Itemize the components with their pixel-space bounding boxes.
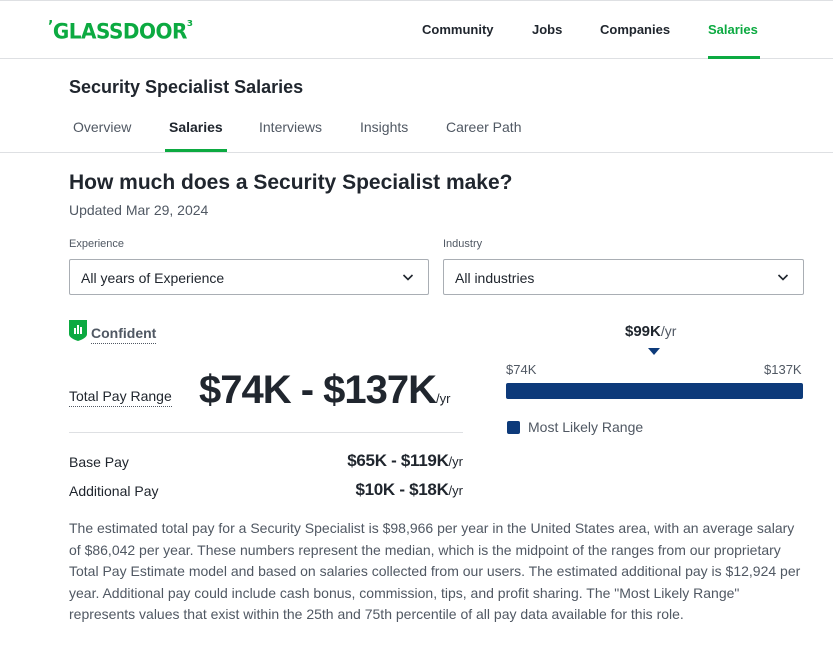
- legend-label: Most Likely Range: [528, 419, 644, 435]
- tab-salaries[interactable]: Salaries: [169, 119, 223, 135]
- chevron-down-icon: [402, 274, 414, 281]
- median-marker-icon: [648, 348, 660, 355]
- range-low-label: $74K: [506, 362, 537, 377]
- base-pay-value: $65K - $119K/yr: [347, 451, 463, 471]
- nav-salaries[interactable]: Salaries: [708, 22, 758, 37]
- experience-label: Experience: [69, 238, 125, 250]
- legend-swatch: [507, 421, 520, 434]
- tab-active-indicator: [165, 149, 227, 152]
- industry-select-value: All industries: [455, 270, 535, 286]
- chevron-down-icon: [777, 274, 789, 281]
- salary-description: The estimated total pay for a Security S…: [69, 520, 801, 623]
- tab-interviews[interactable]: Interviews: [259, 119, 323, 135]
- additional-pay-unit: /yr: [448, 483, 463, 498]
- confidence-shield-icon: [69, 320, 87, 341]
- range-high-label: $137K: [764, 362, 802, 377]
- additional-pay-amount: $10K - $18K: [355, 480, 449, 499]
- median-amount: $99K: [625, 323, 661, 340]
- experience-select-value: All years of Experience: [81, 270, 225, 286]
- base-pay-label: Base Pay: [69, 454, 129, 470]
- total-pay-range-label[interactable]: Total Pay Range: [69, 388, 172, 407]
- industry-select[interactable]: All industries: [443, 259, 804, 295]
- additional-pay-value: $10K - $18K/yr: [355, 480, 463, 500]
- tab-insights[interactable]: Insights: [360, 119, 409, 135]
- nav-community[interactable]: Community: [422, 22, 494, 37]
- nav-jobs[interactable]: Jobs: [532, 22, 563, 37]
- base-pay-amount: $65K - $119K: [347, 451, 449, 470]
- salary-question-heading: How much does a Security Specialist make…: [69, 171, 513, 194]
- divider: [69, 432, 463, 433]
- median-unit: /yr: [660, 323, 677, 339]
- industry-label: Industry: [443, 238, 483, 250]
- page-subheader: Security Specialist Salaries Overview Sa…: [0, 59, 833, 153]
- nav-active-indicator: [708, 56, 760, 59]
- page-title: Security Specialist Salaries: [69, 77, 304, 97]
- experience-select[interactable]: All years of Experience: [69, 259, 429, 295]
- total-pay-unit: /yr: [436, 391, 451, 406]
- total-pay-range-value: $74K - $137K/yr: [199, 368, 451, 413]
- tab-career-path[interactable]: Career Path: [446, 119, 522, 135]
- additional-pay-label: Additional Pay: [69, 483, 159, 499]
- top-navbar: ’GLASSDOOR³ Community Jobs Companies Sal…: [0, 0, 833, 59]
- base-pay-unit: /yr: [448, 454, 463, 469]
- glassdoor-logo[interactable]: ’GLASSDOOR³: [48, 18, 193, 44]
- median-pay-label: $99K/yr: [625, 323, 676, 340]
- tab-overview[interactable]: Overview: [73, 119, 132, 135]
- total-pay-amount: $74K - $137K: [199, 368, 437, 412]
- most-likely-range-bar: [506, 383, 803, 399]
- confidence-label[interactable]: Confident: [91, 325, 157, 344]
- updated-date: Updated Mar 29, 2024: [69, 202, 209, 218]
- nav-companies[interactable]: Companies: [600, 22, 671, 37]
